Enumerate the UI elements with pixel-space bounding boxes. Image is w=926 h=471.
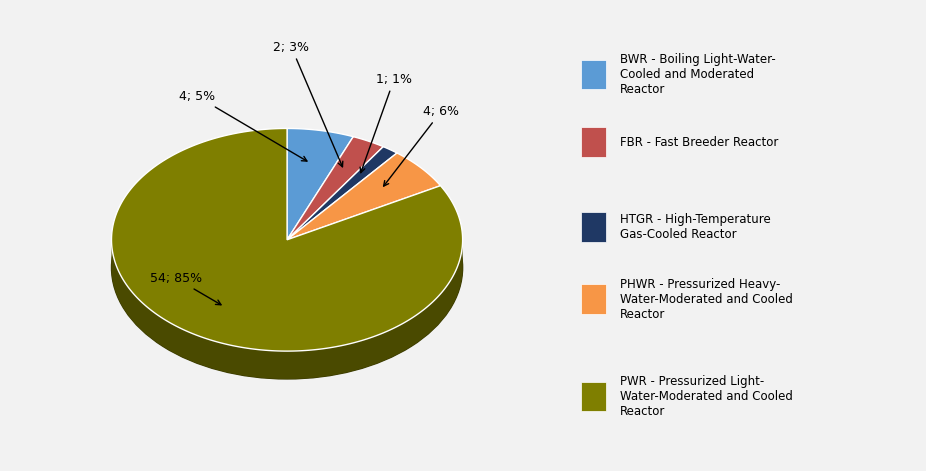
FancyBboxPatch shape [582, 128, 606, 157]
Polygon shape [287, 129, 353, 240]
Text: PWR - Pressurized Light-
Water-Moderated and Cooled
Reactor: PWR - Pressurized Light- Water-Moderated… [619, 375, 793, 418]
Text: BWR - Boiling Light-Water-
Cooled and Moderated
Reactor: BWR - Boiling Light-Water- Cooled and Mo… [619, 53, 776, 96]
Polygon shape [111, 129, 463, 351]
Text: 4; 6%: 4; 6% [383, 105, 459, 186]
FancyBboxPatch shape [582, 284, 606, 314]
Polygon shape [111, 240, 463, 379]
Polygon shape [287, 137, 383, 240]
FancyBboxPatch shape [582, 59, 606, 89]
Polygon shape [287, 153, 441, 240]
Text: FBR - Fast Breeder Reactor: FBR - Fast Breeder Reactor [619, 136, 778, 149]
Text: 1; 1%: 1; 1% [360, 73, 412, 173]
Text: 2; 3%: 2; 3% [273, 41, 343, 167]
Text: PHWR - Pressurized Heavy-
Water-Moderated and Cooled
Reactor: PHWR - Pressurized Heavy- Water-Moderate… [619, 277, 793, 321]
Ellipse shape [111, 156, 463, 379]
FancyBboxPatch shape [582, 212, 606, 242]
Polygon shape [287, 146, 397, 240]
Text: HTGR - High-Temperature
Gas-Cooled Reactor: HTGR - High-Temperature Gas-Cooled React… [619, 213, 770, 241]
Text: 54; 85%: 54; 85% [150, 272, 221, 305]
FancyBboxPatch shape [582, 382, 606, 412]
Text: 4; 5%: 4; 5% [179, 90, 307, 161]
